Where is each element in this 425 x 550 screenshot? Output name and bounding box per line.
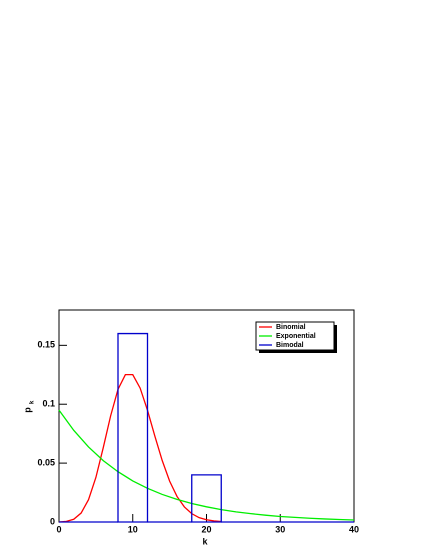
y-tick-label: 0.15	[37, 340, 55, 350]
legend-label: Bimodal	[276, 342, 304, 349]
x-tick-label: 20	[201, 524, 211, 534]
x-axis-label: k	[202, 536, 208, 546]
y-axis-label-group: p k	[22, 400, 35, 413]
histogram-bar	[117, 332, 149, 523]
x-tick-label: 0	[56, 524, 61, 534]
series-line	[58, 374, 222, 523]
y-tick-label: 0	[50, 516, 55, 526]
series-line	[58, 409, 355, 521]
y-tick-label: 0.1	[42, 399, 55, 409]
x-tick-label: 10	[128, 524, 138, 534]
x-tick-label: 40	[349, 524, 359, 534]
legend-label: Exponential	[276, 333, 316, 340]
y-axis-label: p	[22, 407, 32, 413]
y-tick-label: 0.05	[37, 457, 55, 467]
histogram-bar	[191, 474, 222, 523]
x-tick-label: 30	[275, 524, 285, 534]
legend-label: Binomial	[276, 324, 306, 331]
y-axis-label-sub: k	[30, 400, 36, 404]
